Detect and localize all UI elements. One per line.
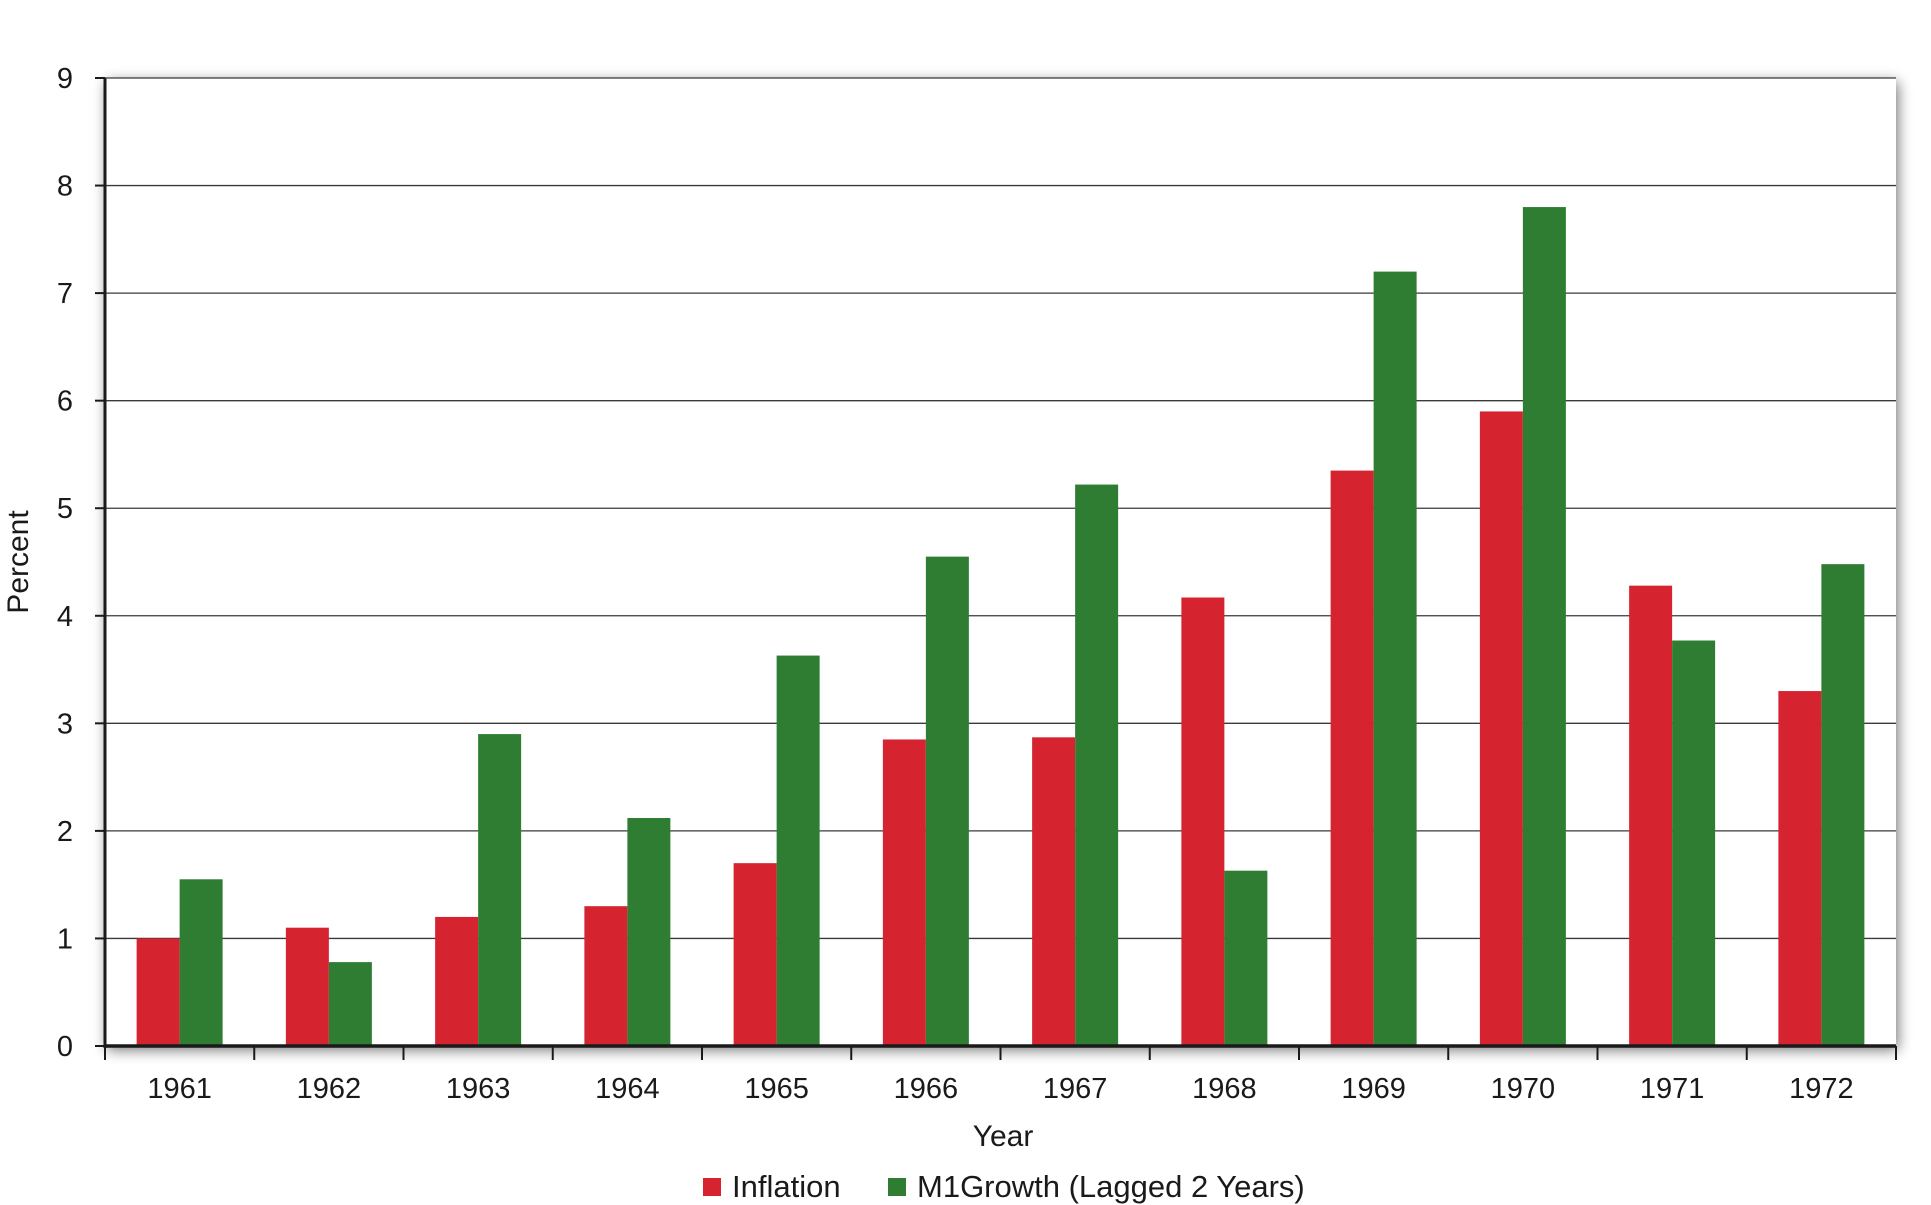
legend-label-inflation: Inflation <box>732 1169 841 1204</box>
y-tick-label: 6 <box>57 386 73 418</box>
bar-m1growth-1964 <box>627 817 671 1046</box>
x-tick-label: 1966 <box>894 1073 959 1105</box>
plot-area <box>105 78 1896 1046</box>
y-axis-title: Percent <box>2 510 35 614</box>
x-tick-label: 1964 <box>595 1073 660 1105</box>
x-tick-label: 1962 <box>297 1073 362 1105</box>
bar-inflation-1968 <box>1181 597 1225 1046</box>
y-tick-label: 3 <box>57 708 73 740</box>
y-tick-label: 2 <box>57 816 73 848</box>
bar-m1growth-1962 <box>328 962 372 1046</box>
bar-inflation-1966 <box>882 739 926 1046</box>
bar-m1growth-1965 <box>776 655 820 1046</box>
y-tick-label: 7 <box>57 278 73 310</box>
bar-inflation-1972 <box>1778 691 1822 1046</box>
bar-inflation-1963 <box>435 916 479 1046</box>
x-tick-label: 1967 <box>1043 1073 1108 1105</box>
bar-inflation-1961 <box>136 938 180 1046</box>
bar-m1growth-1971 <box>1672 640 1716 1046</box>
bar-inflation-1969 <box>1330 470 1374 1047</box>
legend-label-m1growth: M1Growth (Lagged 2 Years) <box>917 1169 1305 1204</box>
bar-m1growth-1961 <box>179 879 223 1046</box>
x-axis-title: Year <box>973 1120 1034 1153</box>
legend-swatch-inflation <box>703 1178 721 1196</box>
gridlines <box>105 77 1896 940</box>
bar-inflation-1967 <box>1032 737 1076 1046</box>
y-tick-labels: 0 1 2 3 4 5 6 7 8 9 <box>57 63 105 1063</box>
bar-m1growth-1968 <box>1224 870 1268 1046</box>
bar-inflation-1964 <box>584 906 628 1046</box>
x-tick-labels: 1961 1962 1963 1964 1965 1966 1967 1968 1969 1970… <box>104 1046 1897 1105</box>
y-tick-label: 0 <box>57 1031 73 1063</box>
bar-inflation-1971 <box>1629 585 1673 1046</box>
x-tick-label: 1963 <box>446 1073 511 1105</box>
y-tick-label: 4 <box>57 601 73 633</box>
x-tick-label: 1969 <box>1341 1073 1406 1105</box>
legend: Inflation M1Growth (Lagged 2 Years) <box>703 1169 1305 1204</box>
y-tick-label: 8 <box>57 171 73 203</box>
bar-inflation-1962 <box>285 927 329 1046</box>
x-tick-label: 1971 <box>1640 1073 1705 1105</box>
bar-inflation-1970 <box>1479 411 1523 1046</box>
y-tick-label: 5 <box>57 493 73 525</box>
bar-inflation-1965 <box>733 863 777 1046</box>
x-tick-label: 1968 <box>1192 1073 1257 1105</box>
x-tick-label: 1970 <box>1491 1073 1556 1105</box>
x-tick-label: 1965 <box>744 1073 809 1105</box>
x-tick-label: 1972 <box>1789 1073 1854 1105</box>
bar-m1growth-1963 <box>478 734 522 1046</box>
y-tick-label: 9 <box>57 63 73 95</box>
bars <box>136 207 1865 1047</box>
bar-m1growth-1972 <box>1821 564 1865 1046</box>
x-tick-label: 1961 <box>147 1073 212 1105</box>
bar-m1growth-1966 <box>925 556 969 1046</box>
bar-m1growth-1970 <box>1522 207 1566 1047</box>
bar-m1growth-1969 <box>1373 271 1417 1047</box>
y-tick-label: 1 <box>57 923 73 955</box>
legend-swatch-m1growth <box>888 1178 906 1196</box>
bar-m1growth-1967 <box>1075 484 1119 1046</box>
